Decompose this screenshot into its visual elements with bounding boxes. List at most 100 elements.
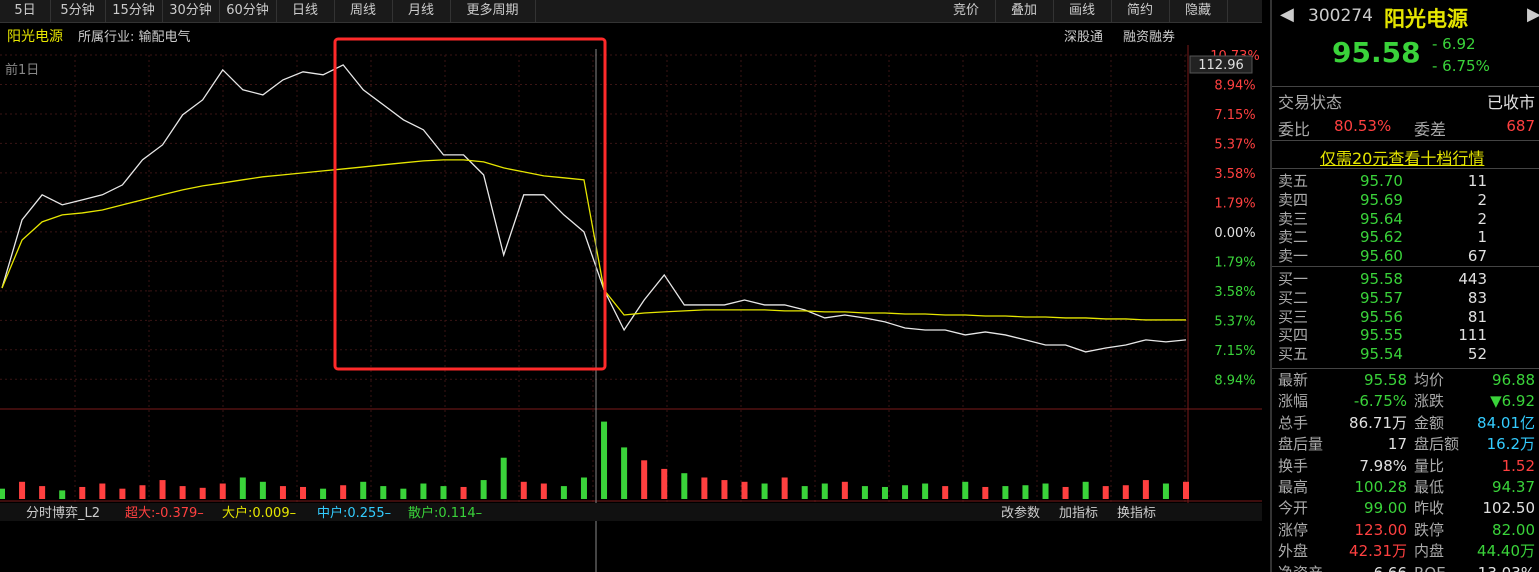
period-button[interactable]: 30分钟 — [162, 0, 220, 22]
period-button[interactable]: 更多周期 — [450, 0, 536, 22]
period-button[interactable]: 60分钟 — [219, 0, 277, 22]
stat-label: 内盘 — [1414, 542, 1445, 561]
stat-label: ROE — [1414, 563, 1446, 572]
stat-value: 96.88 — [1492, 371, 1535, 389]
stat-row: 涨幅 -6.75% 涨跌 ▼6.92 — [1272, 391, 1539, 412]
volume-bar — [962, 481, 969, 499]
tool-button[interactable]: 画线 — [1053, 0, 1112, 22]
volume-bar — [360, 481, 367, 499]
stat-label: 量比 — [1414, 456, 1445, 475]
nav-next[interactable]: ▶ — [1527, 4, 1539, 25]
volume-bar — [741, 481, 748, 499]
period-button[interactable]: 5日 — [0, 0, 51, 22]
period-button[interactable]: 15分钟 — [105, 0, 163, 22]
volume-bar — [861, 486, 868, 499]
order-price: 95.70 — [1360, 172, 1403, 190]
order-price: 95.57 — [1360, 288, 1403, 307]
volume-bar — [922, 483, 929, 499]
indicator-button[interactable]: 换指标 — [1117, 506, 1156, 521]
volume-bar — [139, 485, 146, 499]
ratio-label: 委比 — [1278, 120, 1311, 139]
tool-button[interactable]: 竞价 — [937, 0, 996, 22]
order-row: 买二 95.57 83 — [1272, 289, 1539, 308]
level: 买一 — [1278, 270, 1309, 288]
stat-label: 涨停 — [1278, 520, 1309, 539]
stat-label: 跌停 — [1414, 520, 1445, 539]
order-row: 买三 95.56 81 — [1272, 308, 1539, 327]
order-volume: 2 — [1477, 190, 1487, 209]
indicator-value: 大户:0.009– — [222, 505, 296, 521]
nav-prev[interactable]: ◀ — [1280, 4, 1294, 25]
volume-bar — [119, 488, 126, 499]
stock-code: 300274 — [1308, 6, 1373, 26]
volume-bar — [761, 483, 768, 499]
y-tick-label: 8.94% — [1214, 79, 1255, 94]
stat-row: 最新 95.58 均价 96.88 — [1272, 370, 1539, 391]
order-price: 95.69 — [1360, 190, 1403, 209]
tag[interactable]: 融资融券 — [1123, 29, 1175, 45]
volume-bar — [440, 486, 447, 499]
order-volume: 1 — [1477, 228, 1487, 247]
tool-button[interactable]: 隐藏 — [1169, 0, 1228, 22]
tool-button[interactable]: 简约 — [1111, 0, 1170, 22]
stat-label: 昨收 — [1414, 499, 1445, 518]
period-button[interactable]: 日线 — [276, 0, 335, 22]
volume-bar — [841, 481, 848, 499]
order-row: 卖二 95.62 1 — [1272, 228, 1539, 247]
stat-label: 最低 — [1414, 478, 1445, 496]
volume-bar — [540, 483, 547, 499]
period-button[interactable]: 月线 — [392, 0, 451, 22]
indicator-value: 超大:-0.379– — [125, 506, 204, 521]
volume-bar — [400, 488, 407, 499]
volume-bar — [1122, 485, 1129, 499]
level: 买五 — [1278, 345, 1309, 364]
volume-bar — [1102, 486, 1109, 499]
order-volume: 52 — [1467, 345, 1487, 364]
stat-value: 94.37 — [1492, 478, 1535, 496]
indicator-button[interactable]: 加指标 — [1059, 506, 1098, 521]
order-row: 买五 95.54 52 — [1272, 345, 1539, 364]
y-tick-label: 5.37% — [1214, 137, 1255, 152]
y-tick-label: 7.15% — [1214, 108, 1255, 123]
volume-bar — [219, 483, 226, 499]
stat-label: 换手 — [1278, 456, 1309, 475]
volume-bar — [79, 486, 86, 499]
stat-row: 最高 100.28 最低 94.37 — [1272, 477, 1539, 498]
order-row: 卖四 95.69 2 — [1272, 191, 1539, 210]
indicator-value: 散户:0.114– — [408, 505, 482, 521]
status: 已收市 — [1486, 93, 1535, 112]
tag[interactable]: 深股通 — [1064, 30, 1103, 45]
stat-label: 涨幅 — [1278, 392, 1309, 411]
stats: 最新 95.58 均价 96.88 涨幅 -6.75% 涨跌 ▼6.92 总手 86.71万 金额 8… — [1272, 370, 1539, 572]
order-row: 买一 95.58 443 — [1272, 270, 1539, 289]
stat-row: 今开 99.00 昨收 102.50 — [1272, 498, 1539, 519]
order-volume: 81 — [1467, 307, 1487, 326]
volume-bar — [500, 457, 507, 499]
stat-value: 123.00 — [1354, 520, 1408, 539]
order-price: 95.56 — [1360, 307, 1403, 326]
level: 卖二 — [1278, 228, 1309, 247]
stat-label: 均价 — [1414, 371, 1445, 389]
stat-row: 换手 7.98% 量比 1.52 — [1272, 456, 1539, 477]
high-marker: 112.96 — [1198, 58, 1244, 73]
volume-bar — [1082, 481, 1089, 499]
volume-bar — [902, 485, 909, 499]
order-price: 95.62 — [1360, 228, 1403, 247]
stat-value: 82.00 — [1492, 520, 1535, 539]
period-button[interactable]: 周线 — [334, 0, 393, 22]
indicator-value: 中户:0.255– — [317, 505, 391, 521]
industry: 所属行业: 输配电气 — [78, 29, 191, 45]
order-row: 买四 95.55 111 — [1272, 326, 1539, 345]
volume-bar — [1042, 483, 1049, 499]
level: 卖四 — [1278, 190, 1309, 209]
stat-row: 总手 86.71万 金额 84.01亿 — [1272, 413, 1539, 434]
volume-bar — [982, 486, 989, 499]
stat-label: 金额 — [1414, 413, 1445, 432]
promo-link[interactable]: 仅需20元查看十档行情 — [1320, 149, 1485, 168]
volume-bar — [942, 486, 949, 499]
volume-bar — [1002, 486, 1009, 499]
period-button[interactable]: 5分钟 — [50, 0, 106, 22]
tool-button[interactable]: 叠加 — [995, 0, 1054, 22]
volume-bar — [99, 483, 106, 499]
indicator-button[interactable]: 改参数 — [1001, 505, 1040, 521]
